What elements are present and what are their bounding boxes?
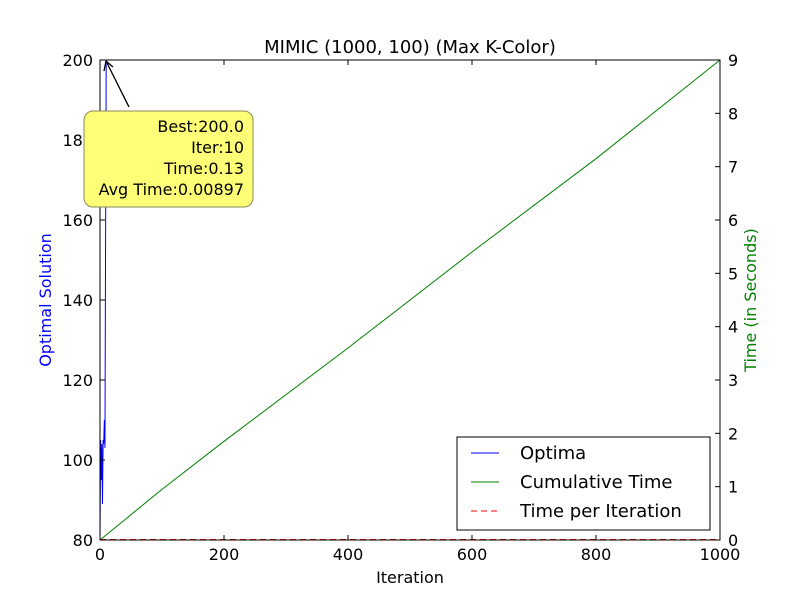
x-axis-label: Iteration [376,568,444,587]
y-left-tick-label: 140 [62,291,93,310]
annotation-time: Time:0.13 [163,159,244,178]
annotation-arrow-line [106,62,130,108]
chart-title: MIMIC (1000, 100) (Max K-Color) [264,37,556,58]
x-tick-label: 1000 [700,545,741,564]
y-right-tick-label: 9 [728,51,738,70]
y-axis-right-label: Time (in Seconds) [741,228,760,373]
y-right-tick-label: 5 [728,264,738,283]
legend-label-optima: Optima [520,443,586,464]
x-ticks: 0 200 400 600 800 1000 [95,60,740,564]
legend-label-cumulative-time: Cumulative Time [520,472,673,493]
y-left-tick-label: 120 [62,371,93,390]
x-tick-label: 400 [333,545,364,564]
legend: Optima Cumulative Time Time per Iteratio… [456,436,711,531]
annotation-avg-time: Avg Time:0.00897 [99,180,244,199]
annotation-arrow-head [103,60,114,72]
y-right-tick-label: 8 [728,104,738,123]
annotation-box [83,110,254,208]
y-right-tick-label: 0 [728,531,738,550]
y-right-tick-label: 4 [728,318,738,337]
y-right-tick-label: 7 [728,158,738,177]
annotation-best: Best:200.0 [157,117,244,136]
y-right-tick-label: 3 [728,371,738,390]
annotation-iter: Iter:10 [191,138,244,157]
legend-box [456,436,711,531]
y-right-tick-label: 1 [728,478,738,497]
x-tick-label: 800 [581,545,612,564]
y-left-tick-label: 80 [73,531,93,550]
y-left-tick-label: 100 [62,451,93,470]
x-tick-label: 600 [457,545,488,564]
x-tick-label: 0 [95,545,105,564]
legend-label-time-per-iteration: Time per Iteration [519,501,682,522]
y-left-tick-label: 160 [62,211,93,230]
y-axis-left-label: Optimal Solution [36,233,55,367]
series-line-cumulative-time [99,59,721,541]
series-line-optima [99,59,720,541]
x-tick-label: 200 [209,545,240,564]
y-right-tick-label: 2 [728,424,738,443]
y-right-ticks: 0 1 2 3 4 5 6 7 8 9 [715,51,738,550]
annotation: Best:200.0 Iter:10 Time:0.13 Avg Time:0.… [83,60,254,208]
y-right-tick-label: 6 [728,211,738,230]
y-left-tick-label: 200 [62,51,93,70]
